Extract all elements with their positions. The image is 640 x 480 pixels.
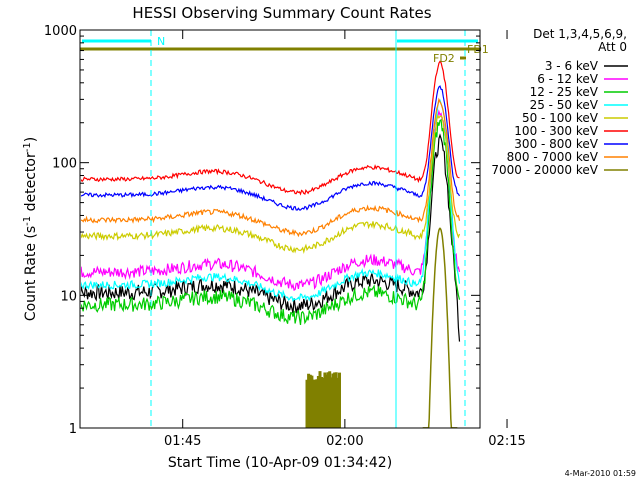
x-tick-label: 02:00 bbox=[326, 434, 363, 449]
series-layer bbox=[81, 60, 461, 428]
y-axis-label: Count Rate (s-1 detector-1) bbox=[22, 137, 39, 321]
legend-label: 12 - 25 keV bbox=[530, 85, 599, 99]
flags-layer: N FD1 FD2 bbox=[80, 30, 489, 428]
y-tick-label: 100 bbox=[52, 157, 77, 172]
legend-header-line-2: Att 0 bbox=[598, 40, 627, 54]
series-line bbox=[81, 99, 461, 303]
series-line bbox=[81, 114, 461, 255]
generated-timestamp: 4-Mar-2010 01:59 bbox=[565, 469, 636, 478]
series-line bbox=[81, 109, 461, 292]
y-tick-label: 10 bbox=[60, 289, 77, 304]
flag-fd2-label: FD2 bbox=[433, 52, 455, 65]
legend-label: 300 - 800 keV bbox=[514, 137, 598, 151]
chart-title: HESSI Observing Summary Count Rates bbox=[132, 4, 431, 22]
legend-label: 7000 - 20000 keV bbox=[491, 163, 598, 177]
flag-fd1-label: FD1 bbox=[467, 43, 489, 56]
x-tick-label: 02:15 bbox=[488, 434, 525, 449]
series-line bbox=[81, 85, 461, 211]
y-tick-label: 1000 bbox=[44, 24, 77, 39]
series-line bbox=[422, 227, 458, 428]
legend-label: 50 - 100 keV bbox=[522, 111, 599, 125]
x-axis-label: Start Time (10-Apr-09 01:34:42) bbox=[168, 455, 392, 471]
series-line bbox=[81, 97, 461, 238]
y-tick-label: 1 bbox=[69, 422, 77, 437]
legend-label: 6 - 12 keV bbox=[537, 72, 599, 86]
series-line bbox=[81, 60, 460, 196]
series-line bbox=[81, 118, 461, 325]
legend-header-line-1: Det 1,3,4,5,6,9, bbox=[533, 27, 627, 41]
series-spikes bbox=[305, 371, 341, 428]
legend-label: 25 - 50 keV bbox=[530, 98, 599, 112]
x-tick-label: 01:45 bbox=[164, 434, 201, 449]
legend-label: 3 - 6 keV bbox=[545, 59, 599, 73]
flag-n-label: N bbox=[157, 35, 165, 48]
legend-label: 100 - 300 keV bbox=[514, 124, 598, 138]
legend-label: 800 - 7000 keV bbox=[507, 150, 599, 164]
plot-frame bbox=[79, 29, 481, 429]
